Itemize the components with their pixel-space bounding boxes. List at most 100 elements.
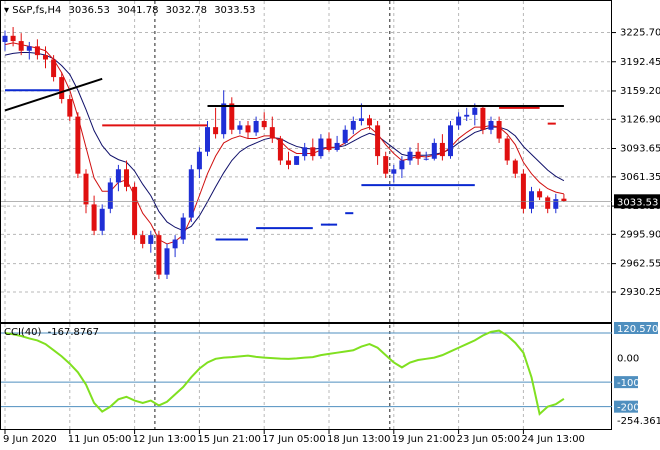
trend-line [4, 77, 103, 112]
candle-body [545, 197, 551, 209]
cci-panel [0, 323, 612, 430]
time-tick-label: 15 Jun 21:00 [197, 434, 261, 445]
candle-body [196, 151, 202, 170]
cci-series-line [4, 329, 565, 416]
candle-body [375, 125, 381, 157]
open-value: 3036.53 [69, 5, 110, 16]
price-tick-label: 3093.65 [620, 144, 660, 155]
candle-body [188, 169, 194, 218]
candle-body [140, 235, 146, 244]
support-lines [5, 89, 556, 241]
cci-line [4, 329, 565, 416]
candle-body [253, 120, 259, 133]
candle-body [415, 151, 421, 159]
candle-body [423, 158, 429, 160]
candle-body [529, 191, 534, 209]
candle-body [431, 142, 437, 159]
candle-body [277, 138, 283, 161]
candle-body [504, 138, 510, 161]
candle-body [26, 46, 32, 51]
close-value: 3033.53 [214, 5, 255, 16]
price-tick-label: 2930.25 [620, 287, 660, 298]
price-panel [0, 0, 612, 323]
candle-body [18, 41, 24, 51]
cci-tick-label: -254.3618 [617, 416, 660, 427]
candle-body [91, 204, 97, 231]
price-tick-label: 3225.70 [620, 28, 660, 39]
candle-body [83, 173, 89, 205]
candle-body [391, 169, 397, 174]
candle-body [2, 35, 8, 42]
time-tick-label: 24 Jun 13:00 [521, 434, 585, 445]
candle-body [318, 138, 324, 157]
candle-body [520, 173, 526, 209]
candle-body [148, 235, 154, 244]
time-tick-label: 23 Jun 05:00 [457, 434, 521, 445]
candle-body [213, 127, 219, 135]
cci-levels [1, 332, 612, 408]
time-tick-label: 17 Jun 05:00 [262, 434, 326, 445]
price-tick-label: 3192.45 [620, 57, 660, 68]
cci-tick-label: -200 [617, 403, 640, 414]
price-tick-label: 2962.55 [620, 259, 660, 270]
candle-body [294, 156, 300, 165]
price-tick-label: 3061.35 [620, 172, 660, 183]
candle-body [10, 35, 16, 42]
candle-body [537, 191, 543, 198]
time-tick-label: 19 Jun 21:00 [392, 434, 456, 445]
candle-body [67, 99, 73, 117]
candle-body [205, 127, 210, 152]
candle-body [326, 138, 332, 150]
price-tick-label: 3159.20 [620, 86, 660, 97]
cci-tick-box [614, 376, 638, 389]
cci-name: CCI(40) [4, 327, 42, 338]
moving-averages [4, 42, 565, 245]
candle-body [132, 186, 138, 236]
candle-body [367, 118, 372, 126]
price-tick-label: 2995.90 [620, 229, 660, 240]
time-tick-label: 18 Jun 13:00 [327, 434, 391, 445]
candle-body [286, 160, 291, 165]
candle-body [115, 169, 121, 183]
candle-body [480, 107, 486, 130]
time-tick-label: 11 Jun 05:00 [68, 434, 132, 445]
cci-tick-label: 120.5702 [617, 324, 660, 335]
candle-body [350, 120, 356, 130]
candle-body [237, 125, 243, 130]
candle-body [43, 55, 48, 60]
candle-body [512, 160, 518, 174]
header-arrow-icon: ▾ [4, 5, 12, 16]
price-axis: 3225.70 3192.45 3159.20 3126.90 3093.65 3061.… [1, 28, 660, 427]
candle-body [310, 147, 316, 157]
candle-body [334, 142, 340, 150]
candle-body [399, 160, 405, 170]
candle-body [124, 169, 129, 187]
candle-body [358, 118, 364, 121]
candle-body [553, 199, 559, 209]
trend-lines [4, 77, 564, 112]
candle-body [75, 116, 81, 174]
candle-body [488, 120, 494, 130]
candle-body [269, 127, 275, 139]
candle-body [496, 120, 502, 139]
candle-body [156, 235, 162, 275]
candle-body [472, 107, 478, 115]
candle-body [229, 103, 235, 130]
candle-body [180, 217, 186, 240]
low-value: 3032.78 [166, 5, 207, 16]
candle-body [99, 208, 105, 231]
cci-tick-label: -100 [617, 378, 640, 389]
candles [2, 27, 567, 280]
candle-body [383, 156, 389, 174]
candle-body [59, 77, 65, 100]
candle-body [448, 125, 453, 157]
ema-fast-line [4, 42, 565, 245]
candle-body [245, 125, 251, 133]
price-tick-label: 3126.90 [620, 114, 660, 125]
candle-body [261, 120, 267, 128]
high-value: 3041.78 [117, 5, 158, 16]
candle-body [164, 248, 170, 275]
candle-body [302, 147, 308, 157]
candle-body [456, 116, 462, 126]
